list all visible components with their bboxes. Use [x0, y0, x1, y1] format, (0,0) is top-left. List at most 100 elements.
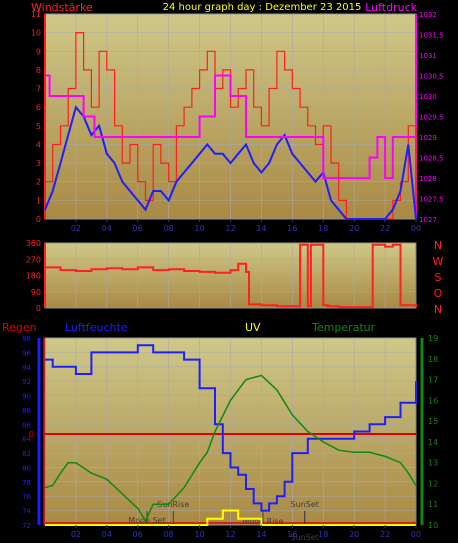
wind-y-tick-label: 2 — [36, 178, 41, 187]
temperature-label: Temperatur — [311, 321, 376, 334]
pressure-y-tick-label: 1031 — [419, 52, 437, 60]
compass-label: O — [434, 287, 443, 300]
wind-x-tick-label: 22 — [380, 224, 390, 233]
uv-series — [45, 509, 416, 526]
wind-y-tick-label: 8 — [36, 66, 41, 75]
climate-x-tick-label: 02 — [71, 530, 81, 539]
temperature-y-tick-label: 15 — [428, 417, 438, 426]
temperature-y-tick-label: 13 — [428, 459, 438, 468]
wind-x-tick-label: 00 — [411, 224, 421, 233]
pressure-y-tick-label: 1029 — [419, 134, 437, 142]
direction-y-tick-label: 0 — [36, 304, 41, 313]
temperature-y-tick-label: 19 — [428, 334, 438, 343]
temperature-y-tick-label: 11 — [428, 500, 438, 509]
temperature-series — [44, 374, 417, 523]
pressure-y-tick-label: 1027,5 — [419, 196, 444, 204]
humidity-y-tick-label: 94 — [22, 364, 31, 372]
wind-x-tick-label: 14 — [256, 224, 266, 233]
moon-annotation: Moon Set — [128, 516, 165, 525]
climate-x-tick-label: 10 — [194, 530, 204, 539]
climate-x-tick-label: 04 — [102, 530, 112, 539]
wind-x-tick-label: 08 — [164, 224, 174, 233]
wind-y-tick-label: 6 — [36, 103, 41, 112]
wind-gust-series — [45, 31, 417, 220]
wind-y-tick-label: 7 — [36, 85, 41, 94]
wind-x-tick-label: 20 — [349, 224, 359, 233]
temperature-y-tick-label: 16 — [428, 396, 438, 405]
humidity-y-tick-label: 82 — [22, 450, 31, 458]
pressure-y-tick-label: 1028 — [419, 175, 437, 183]
temperature-y-tick-label: 18 — [428, 355, 438, 364]
sun-annotation: SunSet — [291, 500, 319, 509]
wind-x-tick-label: 10 — [194, 224, 204, 233]
humidity-y-tick-label: 96 — [22, 349, 31, 357]
uv-label: UV — [245, 321, 261, 334]
compass-label: N — [434, 303, 442, 316]
humidity-series — [45, 344, 417, 512]
sun-annotation: SunRise — [157, 500, 189, 509]
wind-y-tick-label: 4 — [36, 140, 41, 149]
humidity-y-tick-label: 76 — [22, 493, 31, 501]
direction-y-tick-label: 270 — [26, 255, 41, 264]
humidity-y-tick-label: 84 — [22, 436, 31, 444]
wind-y-tick-label: 9 — [36, 47, 41, 56]
wind-y-tick-label: 11 — [31, 10, 41, 19]
rain-zero-tick: 0 — [29, 430, 34, 439]
climate-x-tick-label: 14 — [256, 530, 266, 539]
humidity-label: Luftfeuchte — [65, 321, 128, 334]
wind-x-tick-label: 12 — [225, 224, 235, 233]
pressure-label: Luftdruck — [365, 1, 417, 14]
wind-y-tick-label: 10 — [31, 29, 41, 38]
wind-y-tick-label: 0 — [36, 215, 41, 224]
temperature-y-tick-label: 10 — [428, 521, 438, 530]
pressure-y-tick-label: 1030,5 — [419, 73, 444, 81]
wind-direction-series — [45, 243, 417, 309]
chart-title: 24 hour graph day : Dezember 23 2015 — [163, 2, 362, 13]
rain-label: Regen — [2, 321, 37, 334]
moon-annotation: Moon Rise — [242, 517, 283, 526]
sun-annotation: SunSet — [291, 533, 319, 542]
pressure-y-tick-label: 1029,5 — [419, 114, 444, 122]
humidity-y-tick-label: 72 — [22, 522, 31, 530]
humidity-y-tick-label: 88 — [22, 407, 31, 415]
direction-y-tick-label: 360 — [26, 239, 41, 248]
humidity-y-tick-label: 78 — [22, 479, 31, 487]
wind-x-tick-label: 18 — [318, 224, 328, 233]
wind-x-tick-label: 16 — [287, 224, 297, 233]
wind-x-tick-label: 06 — [133, 224, 143, 233]
temperature-y-tick-label: 14 — [428, 438, 438, 447]
compass-label: W — [433, 255, 444, 268]
humidity-y-tick-label: 98 — [22, 335, 31, 343]
climate-x-tick-label: 18 — [318, 530, 328, 539]
climate-x-tick-label: 00 — [411, 530, 421, 539]
wind-x-tick-label: 04 — [102, 224, 112, 233]
wind-speed-label: Windstärke — [31, 1, 93, 14]
wind-y-tick-label: 3 — [36, 159, 41, 168]
wind-x-tick-label: 02 — [71, 224, 81, 233]
humidity-y-tick-label: 90 — [22, 393, 31, 401]
climate-x-tick-label: 12 — [225, 530, 235, 539]
chart-panels: 0123456789101110271027,510281028,5102910… — [22, 10, 443, 542]
pressure-y-tick-label: 1028,5 — [419, 155, 444, 163]
temperature-y-tick-label: 12 — [428, 479, 438, 488]
compass-label: S — [435, 271, 442, 284]
climate-x-tick-label: 08 — [164, 530, 174, 539]
wind-y-tick-label: 5 — [36, 122, 41, 131]
compass-label: N — [434, 239, 442, 252]
humidity-y-tick-label: 74 — [22, 508, 31, 516]
humidity-y-tick-label: 86 — [22, 421, 31, 429]
climate-x-tick-label: 20 — [349, 530, 359, 539]
humidity-y-tick-label: 80 — [22, 464, 31, 472]
climate-x-tick-label: 16 — [287, 530, 297, 539]
wind-y-tick-label: 1 — [36, 196, 41, 205]
pressure-y-tick-label: 1030 — [419, 93, 437, 101]
temperature-y-tick-label: 17 — [428, 376, 438, 385]
climate-x-tick-label: 06 — [133, 530, 143, 539]
direction-y-tick-label: 90 — [31, 288, 41, 297]
climate-x-tick-label: 22 — [380, 530, 390, 539]
humidity-y-tick-label: 92 — [22, 378, 31, 386]
pressure-series — [45, 74, 416, 179]
pressure-y-tick-label: 1032 — [419, 11, 437, 19]
